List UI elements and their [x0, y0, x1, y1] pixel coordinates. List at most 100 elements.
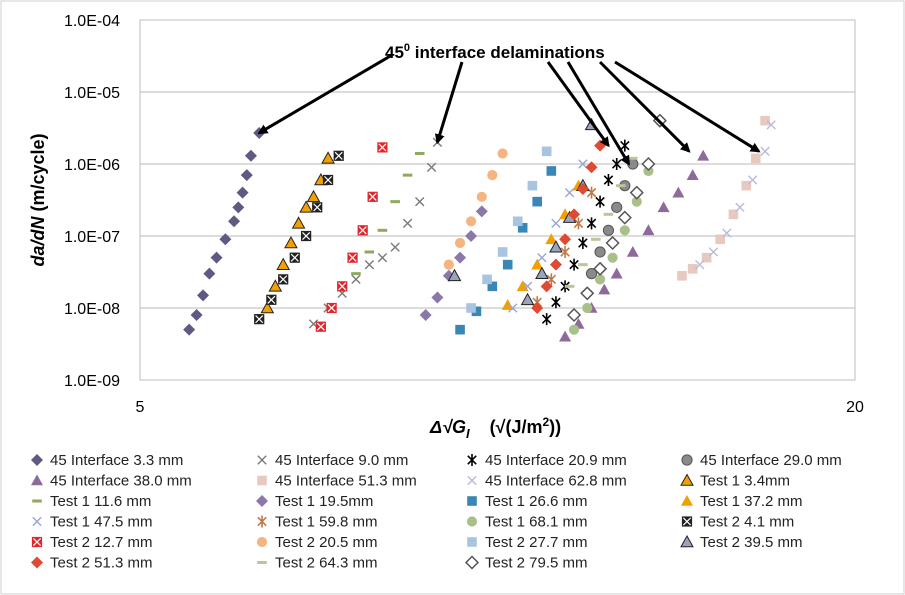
data-point [611, 201, 623, 213]
legend-label: Test 2 27.7 mm [485, 534, 588, 551]
legend-label: 45 Interface 51.3 mm [275, 473, 417, 490]
legend-label: Test 1 68.1 mm [485, 514, 588, 531]
data-point [657, 201, 670, 213]
legend-label: Test 1 26.6 mm [485, 493, 588, 510]
legend-marker [256, 536, 268, 548]
data-point [357, 225, 368, 236]
data-point [551, 296, 561, 309]
data-point [722, 228, 732, 238]
data-point [240, 169, 253, 182]
y-tick-label: 1.0E-07 [64, 229, 120, 246]
data-point [482, 274, 492, 285]
data-point [540, 280, 553, 293]
data-point [617, 210, 632, 225]
legend-marker [467, 496, 477, 506]
annotation-label: 450 interface delaminations [385, 42, 605, 62]
data-point [465, 230, 478, 242]
data-point [219, 233, 232, 246]
annotation-arrow [257, 53, 393, 135]
legend-item: 45 Interface 38.0 mm [31, 473, 192, 490]
data-point [610, 267, 623, 279]
legend-item: Test 2 39.5 mm [680, 534, 803, 551]
data-point [750, 153, 761, 164]
data-point [687, 264, 698, 274]
legend-marker [680, 534, 694, 548]
data-point [594, 274, 606, 285]
data-point [535, 266, 549, 279]
y-tick-label: 1.0E-08 [64, 301, 120, 318]
data-point [520, 292, 535, 306]
legend-label: Test 2 20.5 mm [275, 534, 378, 551]
data-point [594, 246, 606, 258]
legend-label: Test 1 11.6 mm [50, 493, 151, 510]
data-point [197, 289, 210, 302]
legend-marker [467, 537, 477, 547]
data-point [686, 169, 699, 180]
data-point [475, 205, 488, 218]
legend-label: Test 1 47.5 mm [50, 514, 153, 531]
legend-item: 45 Interface 62.8 mm [467, 473, 627, 490]
legend-item: Test 2 51.3 mm [31, 555, 153, 572]
data-point [377, 142, 388, 153]
y-axis-title: da/dN (m/cycle) [28, 133, 48, 266]
data-point [347, 252, 358, 263]
data-point [232, 201, 245, 214]
data-point [569, 258, 579, 271]
data-point [364, 259, 375, 270]
legend-marker [257, 475, 267, 486]
data-point [615, 184, 626, 188]
data-point [598, 283, 611, 295]
data-point [627, 158, 639, 170]
data-point [301, 230, 312, 242]
data-point [512, 216, 523, 227]
data-point [527, 180, 538, 191]
data-point [611, 158, 622, 170]
legend-label: 45 Interface 9.0 mm [275, 452, 408, 469]
legend-item: Test 2 20.5 mm [256, 534, 378, 551]
data-point [284, 235, 298, 249]
legend-marker [466, 516, 478, 527]
data-point [431, 291, 444, 304]
data-point [203, 267, 216, 280]
data-point [546, 166, 557, 176]
data-point [183, 323, 196, 336]
data-point [551, 218, 561, 229]
data-point [715, 234, 725, 245]
legend-label: Test 1 59.8 mm [275, 514, 378, 531]
x-tick-labels: 5 20 [136, 399, 864, 416]
data-point [549, 258, 562, 271]
data-point [568, 208, 581, 221]
data-point [487, 170, 498, 181]
data-point [576, 182, 589, 195]
data-point [760, 146, 770, 157]
data-point [580, 286, 595, 301]
data-point [497, 148, 508, 159]
legend-label: Test 2 51.3 mm [50, 555, 153, 572]
legend-marker [31, 474, 43, 486]
data-point [501, 299, 514, 310]
data-point [585, 161, 598, 174]
legend-item: 45 Interface 51.3 mm [257, 473, 417, 490]
data-point [578, 159, 588, 169]
legend-item: 45 Interface 29.0 mm [681, 452, 842, 469]
data-point [629, 185, 644, 200]
annotation-arrow [598, 60, 691, 153]
data-point [322, 174, 334, 186]
legend-item: Test 2 79.5 mm [464, 555, 588, 572]
data-point [426, 162, 437, 172]
data-point [414, 151, 425, 155]
data-point [508, 303, 518, 313]
data-point [531, 302, 544, 314]
legend-item: Test 2 4.1 mm [681, 514, 794, 531]
data-point [708, 247, 719, 257]
data-point [260, 300, 275, 314]
legend-marker [32, 499, 42, 503]
legend-item: Test 2 64.3 mm [257, 555, 378, 572]
data-point [559, 233, 572, 246]
data-point [532, 196, 542, 207]
legend-label: 45 Interface 62.8 mm [485, 473, 627, 490]
data-point [291, 216, 306, 229]
data-point [747, 175, 758, 185]
data-point [465, 216, 477, 227]
data-point [228, 215, 241, 228]
